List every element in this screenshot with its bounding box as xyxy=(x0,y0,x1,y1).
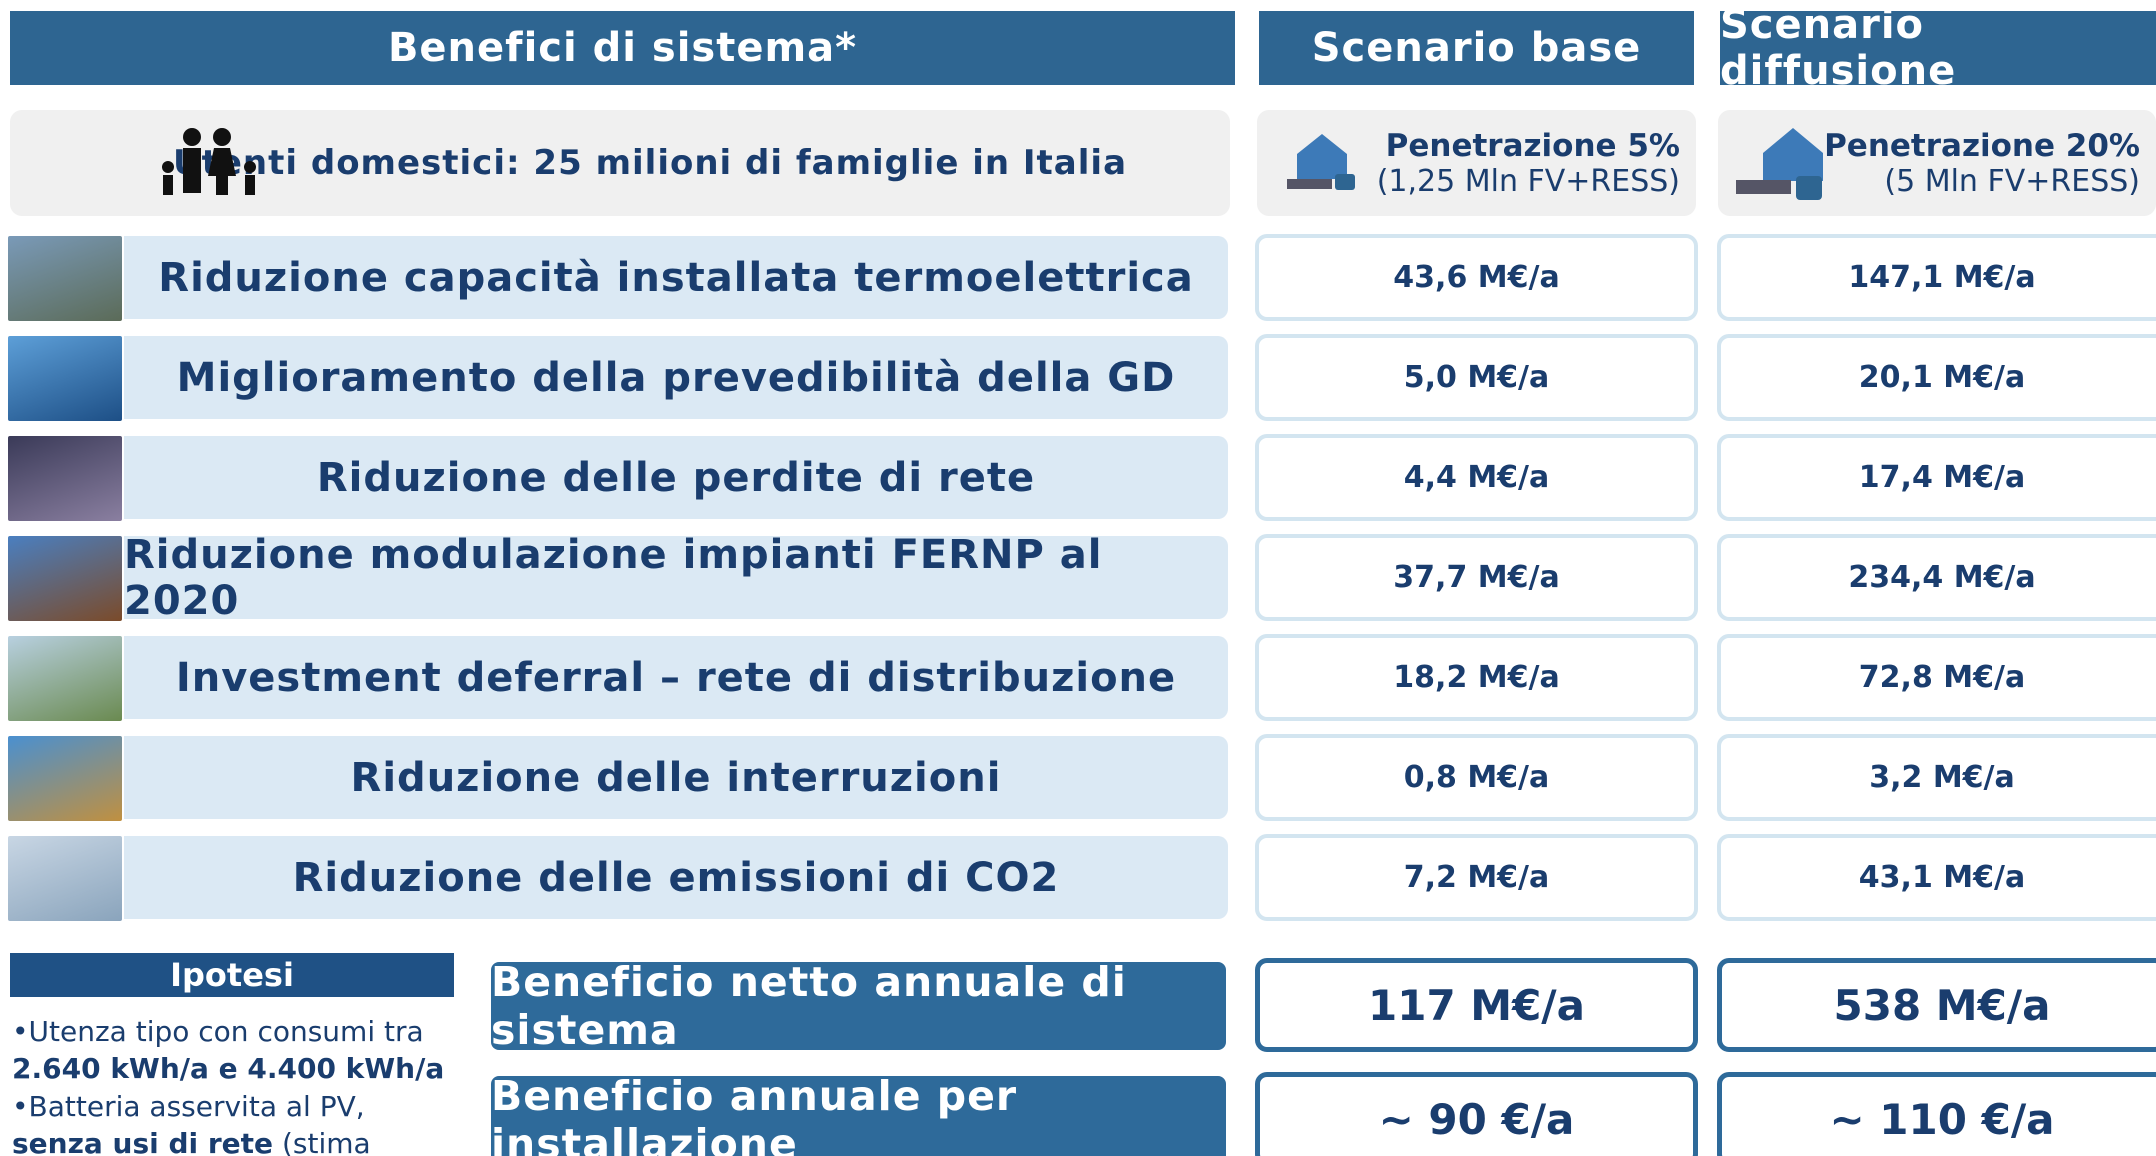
row-image xyxy=(8,736,122,821)
house-icon xyxy=(1736,128,1823,200)
diffusion-penetration-detail: (5 Mln FV+RESS) xyxy=(1884,163,2140,199)
households-label: Utenti domestici: 25 milioni di famiglie… xyxy=(172,143,1128,183)
benefit-label: Riduzione delle interruzioni xyxy=(124,736,1228,819)
base-penetration: Penetrazione 5% (1,25 Mln FV+RESS) xyxy=(1257,110,1696,216)
base-value: 18,2 M€/a xyxy=(1255,634,1698,721)
header-diffusion: Scenario diffusione xyxy=(1720,2,2156,94)
diffusion-penetration-text: Penetrazione 20% xyxy=(1824,127,2140,164)
assumption-text: Batteria asservita al PV, xyxy=(28,1090,365,1123)
summary-diffusion: ~ 110 €/a xyxy=(1717,1072,2156,1156)
benefit-label: Riduzione capacità installata termoelett… xyxy=(124,236,1228,319)
summary-label: Beneficio annuale per installazione xyxy=(491,1072,1226,1156)
base-value: 5,0 M€/a xyxy=(1255,334,1698,421)
header-base: Scenario base xyxy=(1259,11,1694,85)
assumption-item: Batteria asservita al PV, senza usi di r… xyxy=(12,1088,462,1156)
diffusion-value: 43,1 M€/a xyxy=(1717,834,2156,921)
diffusion-value: 72,8 M€/a xyxy=(1717,634,2156,721)
base-value: 37,7 M€/a xyxy=(1255,534,1698,621)
assumption-item: Utenza tipo con consumi tra 2.640 kWh/a … xyxy=(12,1013,462,1087)
diffusion-value: 3,2 M€/a xyxy=(1717,734,2156,821)
row-image xyxy=(8,836,122,921)
row-image xyxy=(8,436,122,521)
benefit-label: Miglioramento della prevedibilità della … xyxy=(124,336,1228,419)
row-image xyxy=(8,536,122,621)
diffusion-penetration: Penetrazione 20% (5 Mln FV+RESS) xyxy=(1718,110,2156,216)
benefit-label: Riduzione modulazione impianti FERNP al … xyxy=(124,532,1228,624)
row-image xyxy=(8,636,122,721)
assumption-text: senza usi di rete xyxy=(12,1127,274,1156)
row-image xyxy=(8,336,122,421)
base-value: 7,2 M€/a xyxy=(1255,834,1698,921)
benefit-label: Riduzione delle emissioni di CO2 xyxy=(124,836,1228,919)
base-penetration-detail: (1,25 Mln FV+RESS) xyxy=(1376,163,1680,199)
base-value: 0,8 M€/a xyxy=(1255,734,1698,821)
header-benefits: Benefici di sistema* xyxy=(10,11,1235,85)
base-value: 43,6 M€/a xyxy=(1255,234,1698,321)
households-row: Utenti domestici: 25 milioni di famiglie… xyxy=(10,110,1230,216)
diffusion-value: 234,4 M€/a xyxy=(1717,534,2156,621)
diffusion-value: 17,4 M€/a xyxy=(1717,434,2156,521)
assumption-text: 2.640 kWh/a e 4.400 kWh/a xyxy=(12,1052,445,1085)
base-value: 4,4 M€/a xyxy=(1255,434,1698,521)
summary-label: Beneficio netto annuale di sistema xyxy=(491,958,1226,1054)
assumption-text: Utenza tipo con consumi tra xyxy=(28,1015,424,1048)
benefit-label: Investment deferral – rete di distribuzi… xyxy=(124,636,1228,719)
row-image xyxy=(8,236,122,321)
summary-diffusion: 538 M€/a xyxy=(1717,958,2156,1052)
assumption-text: (stima conservativa) xyxy=(281,1127,371,1156)
base-penetration-text: Penetrazione 5% xyxy=(1385,127,1680,164)
house-icon xyxy=(1287,134,1355,190)
diffusion-value: 20,1 M€/a xyxy=(1717,334,2156,421)
assumptions-title: Ipotesi xyxy=(10,953,454,997)
family-icon xyxy=(162,128,256,195)
benefit-label: Riduzione delle perdite di rete xyxy=(124,436,1228,519)
diffusion-value: 147,1 M€/a xyxy=(1717,234,2156,321)
summary-base: ~ 90 €/a xyxy=(1255,1072,1698,1156)
summary-base: 117 M€/a xyxy=(1255,958,1698,1052)
